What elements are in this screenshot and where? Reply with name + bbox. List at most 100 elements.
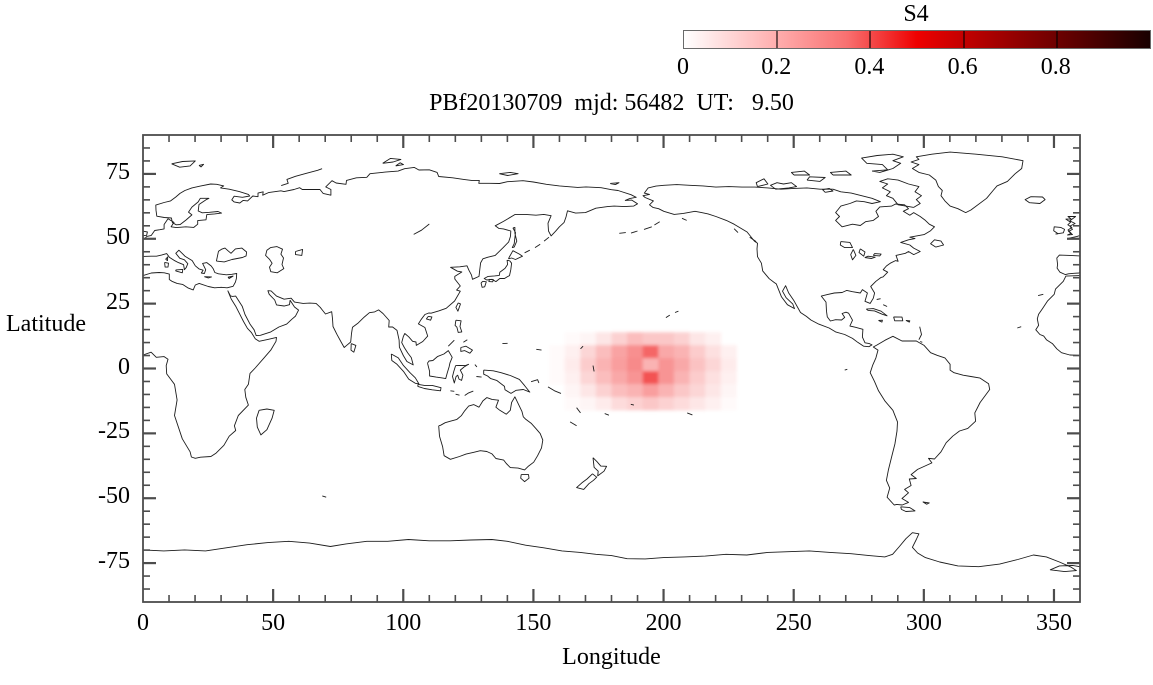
heatmap-cell [642, 384, 659, 398]
coastline [281, 168, 323, 187]
coastline [910, 151, 1024, 214]
heatmap-cell [595, 371, 612, 385]
heatmap-cell [689, 371, 706, 385]
axes [142, 134, 1081, 603]
heatmap-cell [549, 358, 566, 372]
heatmap-cell [595, 332, 612, 346]
coastline [922, 501, 930, 505]
coastline [499, 171, 519, 176]
heatmap-cell [642, 397, 659, 411]
x-tick-label: 0 [137, 610, 149, 636]
heatmap-cell [580, 384, 597, 398]
coastline [1053, 226, 1066, 235]
y-tick-label: -50 [98, 483, 130, 510]
x-tick-label: 50 [261, 610, 286, 636]
coastline [460, 345, 473, 354]
coastline [476, 376, 482, 378]
coastline [790, 170, 811, 176]
coastline [350, 343, 357, 353]
heatmap-cell [720, 371, 737, 385]
coastline [171, 160, 196, 168]
colorbar-tick-label: 0 [677, 54, 689, 80]
coastline [893, 316, 904, 322]
heatmap-cell [642, 371, 659, 385]
heatmap-cell [658, 358, 675, 372]
chart-title: PBf20130709 mjd: 56482 UT: 9.50 [429, 90, 794, 116]
coastline [142, 249, 238, 291]
colorbar-tick [962, 31, 965, 48]
coastline [861, 153, 904, 173]
coastline [425, 315, 433, 321]
heatmap-cell [611, 332, 628, 346]
y-tick-label: 75 [106, 158, 130, 185]
heatmap-cell [689, 397, 706, 411]
coastline [322, 495, 327, 498]
heatmap-cell [689, 384, 706, 398]
coastline [733, 228, 739, 233]
colorbar [683, 30, 1151, 49]
heatmap-cell [673, 345, 690, 359]
heatmap-cell [720, 384, 737, 398]
coastline [464, 390, 474, 396]
coastline [382, 157, 402, 164]
heatmap-cell [611, 397, 628, 411]
x-tick-label: 100 [385, 610, 422, 636]
heatmap-cell [673, 384, 690, 398]
coastline [1035, 275, 1081, 356]
coastline [878, 319, 883, 323]
coastline [265, 246, 285, 274]
coastline [175, 268, 184, 274]
colorbar-tick-label: 0.4 [854, 54, 885, 80]
coastline [619, 232, 626, 234]
coastline [1065, 216, 1077, 236]
coastline [755, 178, 769, 188]
heatmap-cell [595, 358, 612, 372]
heatmap-cell [642, 358, 659, 372]
coastline [850, 249, 857, 261]
coastline [576, 473, 598, 490]
x-tick-label: 250 [775, 610, 812, 636]
coastline [839, 241, 853, 249]
coastline [413, 223, 430, 235]
coastline [450, 390, 455, 392]
heatmap-cell [549, 371, 566, 385]
heatmap-cell [705, 397, 722, 411]
heatmap-cell [611, 358, 628, 372]
coastline [1068, 234, 1081, 239]
coastline [165, 256, 169, 262]
y-tick-label: 50 [106, 223, 130, 250]
coastline [918, 326, 922, 340]
heatmap-cell [564, 345, 581, 359]
heatmap-cell [627, 358, 644, 372]
coastline [681, 217, 687, 221]
coastline [215, 247, 248, 263]
coastline [524, 249, 531, 254]
coastline [1024, 196, 1046, 204]
heatmap-cell [549, 345, 566, 359]
coastline [1056, 254, 1081, 276]
coastline [858, 248, 866, 257]
coastline [610, 182, 620, 186]
coastline [452, 363, 470, 384]
heatmap-cell [595, 384, 612, 398]
coastline [447, 339, 455, 347]
coastline [142, 166, 638, 459]
colorbar-tick [1055, 31, 1058, 48]
coastline [227, 275, 234, 279]
coastline [454, 319, 463, 333]
coastline [569, 421, 577, 427]
colorbar-tick [776, 31, 779, 48]
coastline [749, 236, 757, 242]
heatmap-cell [705, 384, 722, 398]
coastline [630, 230, 638, 234]
heatmap-cell [627, 397, 644, 411]
coastline [1017, 326, 1022, 329]
heatmap-cell [627, 332, 644, 346]
heatmap-cell [720, 397, 737, 411]
coastlines [142, 151, 1081, 573]
heatmap-cell [564, 371, 581, 385]
coastline [520, 474, 530, 483]
colorbar-tick-label: 0.8 [1040, 54, 1071, 80]
coastline [920, 341, 923, 343]
